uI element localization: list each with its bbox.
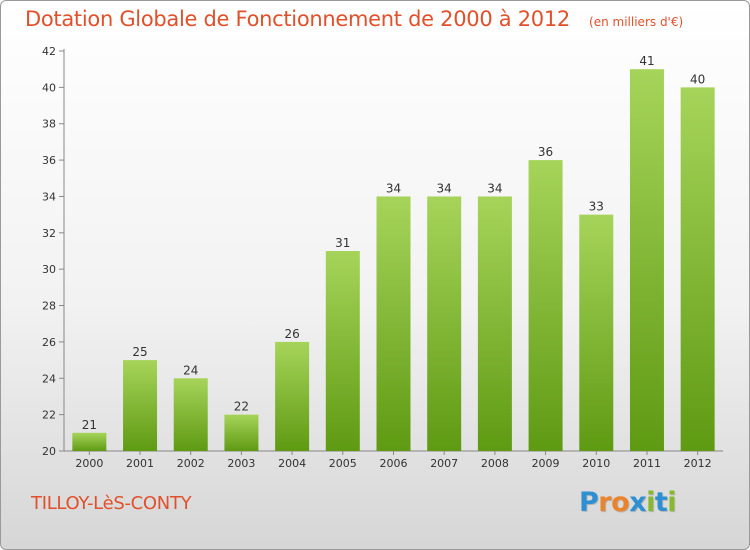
x-tick-label: 2001: [126, 457, 154, 470]
bar: [528, 160, 563, 451]
y-tick-label: 42: [42, 45, 56, 58]
x-tick-label: 2009: [532, 457, 560, 470]
y-tick-label: 32: [42, 227, 56, 240]
bar: [173, 378, 208, 451]
data-label: 36: [538, 145, 553, 159]
x-tick-label: 2005: [329, 457, 357, 470]
chart-subtitle: (en milliers d'€): [589, 15, 684, 29]
y-tick-label: 36: [42, 154, 56, 167]
data-label: 31: [335, 236, 350, 250]
logo-letter: t: [654, 487, 668, 518]
logo-letter: r: [598, 487, 612, 518]
data-label: 40: [690, 72, 705, 86]
title-row: Dotation Globale de Fonctionnement de 20…: [25, 7, 683, 31]
bar: [680, 87, 715, 451]
bar: [579, 214, 614, 451]
x-tick-label: 2012: [684, 457, 712, 470]
x-tick-label: 2010: [582, 457, 610, 470]
y-tick-label: 26: [42, 336, 56, 349]
logo-letter: o: [611, 487, 630, 518]
x-tick-label: 2008: [481, 457, 509, 470]
data-label: 24: [183, 363, 198, 377]
x-tick-label: 2003: [227, 457, 255, 470]
logo-letter: P: [579, 487, 599, 518]
y-tick-label: 24: [42, 372, 56, 385]
data-label: 41: [639, 54, 654, 68]
chart-title: Dotation Globale de Fonctionnement de 20…: [25, 7, 570, 31]
y-tick-label: 34: [42, 190, 56, 203]
x-tick-label: 2002: [177, 457, 205, 470]
y-tick-label: 30: [42, 263, 56, 276]
bar: [275, 341, 310, 451]
x-tick-label: 2006: [380, 457, 408, 470]
y-tick-label: 38: [42, 118, 56, 131]
x-tick-label: 2000: [75, 457, 103, 470]
logo-letter: i: [646, 487, 655, 518]
bar: [376, 196, 411, 451]
bar: [427, 196, 462, 451]
data-label: 33: [589, 200, 604, 214]
data-label: 26: [284, 327, 299, 341]
commune-name: TILLOY-LèS-CONTY: [31, 493, 192, 514]
data-label: 34: [437, 181, 452, 195]
data-label: 22: [234, 400, 249, 414]
bar: [123, 360, 158, 451]
bar: [72, 432, 107, 451]
y-tick-label: 22: [42, 409, 56, 422]
bar: [224, 414, 259, 451]
x-tick-label: 2004: [278, 457, 306, 470]
y-tick-label: 40: [42, 81, 56, 94]
y-tick-label: 28: [42, 300, 56, 313]
bar: [325, 251, 360, 451]
x-tick-label: 2007: [430, 457, 458, 470]
y-tick-label: 20: [42, 445, 56, 458]
data-label: 34: [487, 181, 502, 195]
proxiti-logo: Proxiti: [579, 487, 677, 518]
data-label: 21: [82, 418, 97, 432]
logo-letter: x: [629, 487, 647, 518]
bar: [629, 69, 664, 451]
bar: [477, 196, 512, 451]
data-label: 34: [386, 181, 401, 195]
x-tick-label: 2011: [633, 457, 661, 470]
data-label: 25: [132, 345, 147, 359]
logo-letter: i: [667, 487, 677, 518]
